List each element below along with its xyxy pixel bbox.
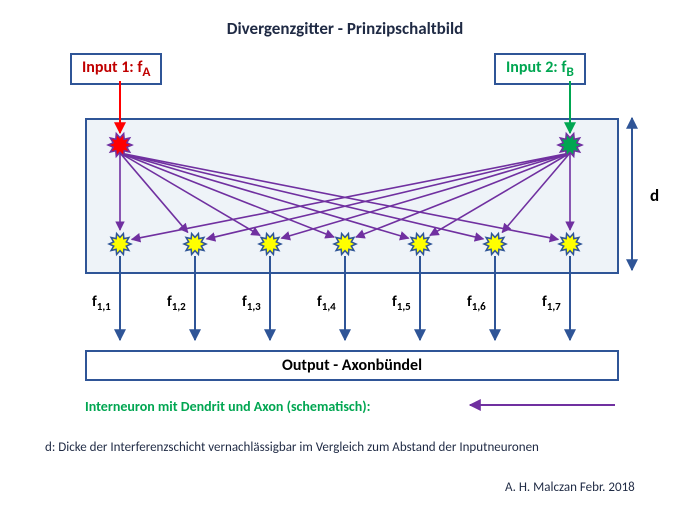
output-label-3: f1,3 bbox=[242, 293, 261, 313]
output-label-4: f1,4 bbox=[317, 293, 336, 313]
output-label-6: f1,6 bbox=[467, 293, 486, 313]
output-label-1: f1,1 bbox=[92, 293, 111, 313]
output-label-5: f1,5 bbox=[392, 293, 411, 313]
output-label-2: f1,2 bbox=[167, 293, 186, 313]
diagram-svg bbox=[0, 0, 690, 518]
output-label-7: f1,7 bbox=[542, 293, 561, 313]
